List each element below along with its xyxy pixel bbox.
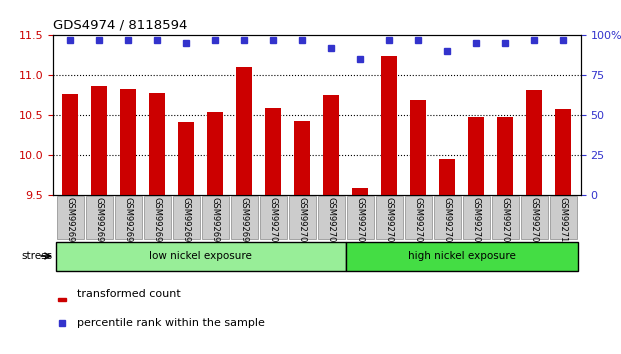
- Bar: [381, 56, 397, 195]
- Bar: [120, 89, 136, 195]
- Bar: [410, 100, 426, 195]
- Bar: [91, 86, 107, 195]
- Text: GSM992693: GSM992693: [66, 197, 75, 248]
- Text: GSM992705: GSM992705: [414, 197, 423, 248]
- FancyBboxPatch shape: [57, 196, 84, 239]
- Text: GSM992694: GSM992694: [94, 197, 104, 248]
- Text: GSM992695: GSM992695: [124, 197, 133, 248]
- Bar: [178, 122, 194, 195]
- Text: GSM992698: GSM992698: [211, 197, 220, 248]
- Text: GSM992701: GSM992701: [297, 197, 307, 248]
- Text: GSM992697: GSM992697: [182, 197, 191, 248]
- Text: GSM992709: GSM992709: [530, 197, 539, 248]
- FancyBboxPatch shape: [434, 196, 461, 239]
- Text: GSM992702: GSM992702: [327, 197, 336, 248]
- Text: GSM992706: GSM992706: [443, 197, 451, 248]
- Bar: [352, 188, 368, 195]
- Bar: [58, 298, 66, 301]
- Text: high nickel exposure: high nickel exposure: [408, 251, 515, 261]
- FancyBboxPatch shape: [86, 196, 112, 239]
- Text: GSM992708: GSM992708: [501, 197, 510, 248]
- FancyBboxPatch shape: [521, 196, 548, 239]
- FancyBboxPatch shape: [463, 196, 489, 239]
- FancyBboxPatch shape: [405, 196, 432, 239]
- FancyBboxPatch shape: [347, 196, 374, 239]
- Text: low nickel exposure: low nickel exposure: [149, 251, 252, 261]
- Bar: [526, 90, 542, 195]
- FancyBboxPatch shape: [289, 196, 315, 239]
- Bar: [468, 118, 484, 195]
- FancyBboxPatch shape: [231, 196, 258, 239]
- Bar: [497, 118, 513, 195]
- FancyBboxPatch shape: [173, 196, 199, 239]
- Text: GSM992696: GSM992696: [153, 197, 161, 248]
- FancyBboxPatch shape: [260, 196, 286, 239]
- Text: stress: stress: [22, 251, 53, 261]
- Bar: [236, 67, 252, 195]
- Bar: [62, 93, 78, 195]
- FancyBboxPatch shape: [202, 196, 229, 239]
- FancyBboxPatch shape: [346, 242, 578, 271]
- FancyBboxPatch shape: [56, 242, 346, 271]
- Bar: [207, 112, 223, 195]
- FancyBboxPatch shape: [550, 196, 576, 239]
- Text: GSM992699: GSM992699: [240, 197, 248, 248]
- Bar: [324, 95, 339, 195]
- Text: GSM992703: GSM992703: [356, 197, 365, 248]
- Text: GSM992700: GSM992700: [269, 197, 278, 248]
- Bar: [265, 108, 281, 195]
- Bar: [149, 93, 165, 195]
- FancyBboxPatch shape: [492, 196, 519, 239]
- Text: percentile rank within the sample: percentile rank within the sample: [76, 318, 265, 328]
- FancyBboxPatch shape: [318, 196, 345, 239]
- FancyBboxPatch shape: [144, 196, 171, 239]
- Text: GDS4974 / 8118594: GDS4974 / 8118594: [53, 18, 187, 32]
- Text: GSM992704: GSM992704: [385, 197, 394, 248]
- Bar: [294, 121, 310, 195]
- FancyBboxPatch shape: [376, 196, 402, 239]
- Bar: [555, 109, 571, 195]
- Text: GSM992707: GSM992707: [472, 197, 481, 248]
- Bar: [439, 159, 455, 195]
- FancyBboxPatch shape: [115, 196, 142, 239]
- Text: GSM992710: GSM992710: [559, 197, 568, 248]
- Text: transformed count: transformed count: [76, 289, 180, 299]
